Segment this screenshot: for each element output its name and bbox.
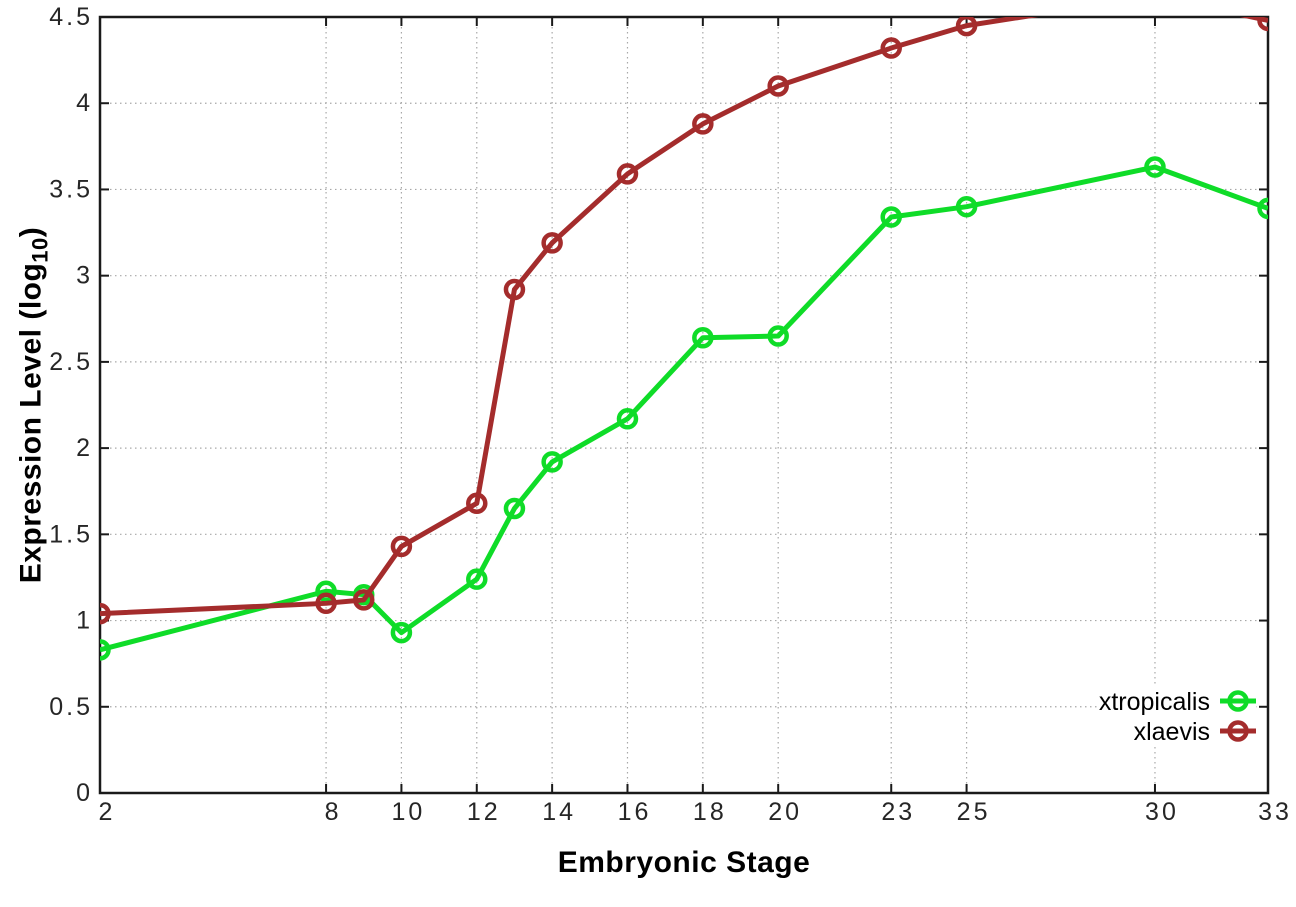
- y-axis-title: Expression Level (log10): [15, 227, 54, 584]
- y-tick-label: 4: [76, 89, 93, 117]
- data-point-xlaevis-stage-33: [1257, 17, 1268, 32]
- x-tick-label: 10: [392, 798, 426, 826]
- y-tick-label: 0: [76, 779, 93, 807]
- x-tick-label: 30: [1145, 798, 1179, 826]
- y-tick-label: 3.5: [49, 175, 93, 203]
- data-point-xtropicalis-stage-23: [880, 206, 902, 228]
- series-xlaevis: [100, 0, 1268, 625]
- data-point-xtropicalis-stage-33: [1257, 197, 1268, 220]
- data-point-xlaevis-stage-30: [1146, 0, 1163, 5]
- y-tick-label: 0.5: [49, 693, 93, 721]
- legend-item-xlaevis: xlaevis: [1134, 718, 1256, 746]
- x-tick-label: 25: [957, 798, 991, 826]
- y-tick-label: 3: [76, 262, 93, 290]
- legend-item-xtropicalis: xtropicalis: [1099, 688, 1256, 716]
- plot-border: [98, 15, 1270, 795]
- x-tick-label: 14: [542, 798, 576, 826]
- data-point-xlaevis-stage-18: [692, 113, 714, 135]
- data-point-xlaevis-stage-12: [466, 492, 488, 515]
- x-tick-label: 12: [467, 798, 501, 826]
- series-line-xlaevis: [100, 17, 1268, 617]
- data-point-xlaevis-stage-2: [100, 602, 111, 625]
- x-tick-label: 2: [99, 798, 116, 826]
- y-tick-label: 2.5: [49, 348, 93, 376]
- series-line-xtropicalis: [100, 164, 1268, 653]
- data-point-xtropicalis-stage-2: [100, 639, 111, 661]
- x-tick-label: 8: [325, 798, 342, 826]
- x-tick-label: 23: [881, 798, 915, 826]
- data-point-xtropicalis-stage-16: [616, 408, 639, 430]
- data-point-xtropicalis-stage-14: [541, 451, 563, 473]
- x-tick-label: 33: [1258, 798, 1292, 826]
- y-tick-label: 1: [76, 607, 93, 635]
- data-point-xlaevis-stage-14: [541, 232, 563, 254]
- y-tick-label: 4.5: [49, 3, 93, 31]
- data-point-xlaevis-stage-20: [767, 75, 789, 97]
- x-tick-label: 20: [768, 798, 802, 826]
- y-axis-title-subscript: 10: [27, 237, 53, 263]
- y-axis-title-end: ): [14, 226, 48, 238]
- y-tick-label: 1.5: [49, 520, 93, 548]
- data-point-xtropicalis-stage-10: [390, 621, 413, 644]
- data-point-xtropicalis-stage-13: [503, 497, 526, 520]
- legend-sample-marker-xtropicalis: [1227, 690, 1249, 712]
- series-xtropicalis: [100, 156, 1268, 661]
- x-tick-label: 16: [618, 798, 652, 826]
- legend-sample-marker-xlaevis: [1227, 720, 1249, 742]
- x-tick-label: 18: [693, 798, 727, 826]
- data-point-xlaevis-stage-9: [352, 589, 375, 611]
- data-point-xtropicalis-stage-12: [466, 568, 488, 590]
- x-axis-title: Embryonic Stage: [557, 846, 811, 879]
- legend-label-xtropicalis: xtropicalis: [1099, 688, 1210, 716]
- y-axis-title-main: Expression Level (log: [14, 262, 48, 584]
- data-point-xlaevis-stage-25: [955, 17, 978, 37]
- data-point-xlaevis-stage-10: [390, 535, 413, 558]
- data-point-xlaevis-stage-13: [503, 278, 526, 301]
- y-tick-label: 2: [76, 434, 93, 462]
- data-point-xlaevis-stage-8: [315, 592, 337, 615]
- data-point-xlaevis-stage-23: [880, 37, 902, 59]
- data-point-xtropicalis-stage-25: [955, 195, 978, 218]
- data-point-xtropicalis-stage-30: [1144, 156, 1166, 178]
- data-point-xlaevis-stage-16: [616, 163, 639, 185]
- data-point-xtropicalis-stage-8: [315, 580, 337, 602]
- legend-label-xlaevis: xlaevis: [1134, 718, 1210, 746]
- data-point-xtropicalis-stage-20: [767, 325, 789, 347]
- data-point-xtropicalis-stage-18: [692, 326, 714, 349]
